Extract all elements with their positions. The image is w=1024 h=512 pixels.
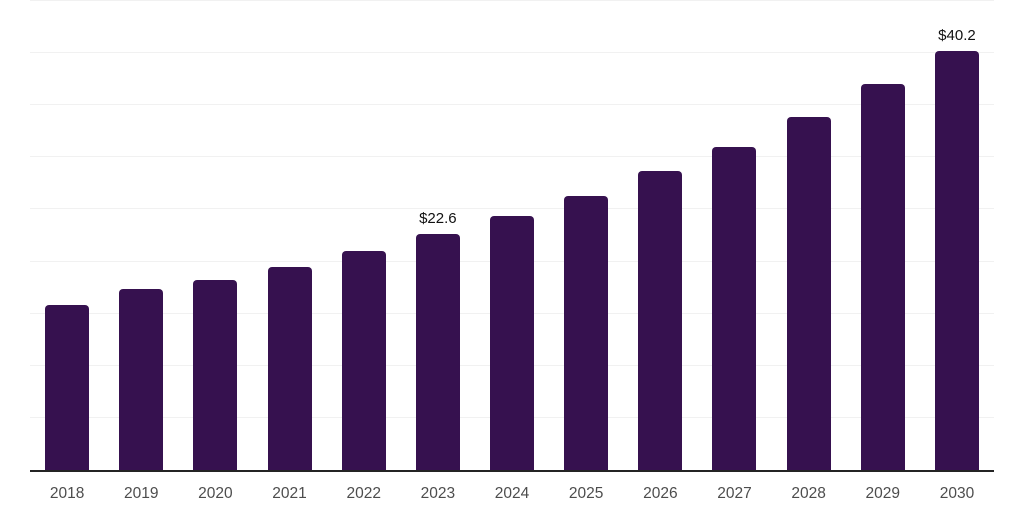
bar-slot-2028: [772, 1, 846, 470]
bar-2024: [490, 215, 535, 470]
x-tick-label-2022: 2022: [346, 485, 381, 502]
x-tick-label-2028: 2028: [791, 485, 826, 502]
gridline-30: [30, 156, 994, 158]
bar-slot-2019: [104, 1, 178, 470]
bar-slot-2024: [475, 1, 549, 470]
x-axis-labels: 2018 2019 2020 2021 2022 2023 2024 2025 2026 2027…: [30, 485, 994, 503]
gridline-25: [30, 208, 994, 210]
x-tick-label-2024: 2024: [494, 485, 530, 502]
x-tick-label-2019: 2019: [123, 485, 159, 502]
bar-2019: [119, 288, 164, 470]
x-tick-label-2020: 2020: [198, 485, 233, 502]
bar-2028: [786, 116, 831, 470]
bar-slot-2027: [697, 1, 771, 470]
bar-slot-2029: [846, 1, 920, 470]
x-tick-label-2027: 2027: [717, 485, 752, 502]
x-tick-label-2030: 2030: [939, 485, 975, 502]
x-tick-label-2029: 2029: [865, 485, 901, 502]
bar-2021: [267, 266, 312, 470]
bar-slot-2020: [178, 1, 252, 470]
bar-2022: [341, 251, 386, 470]
bars-container: $22.6 $40.2: [30, 1, 994, 470]
x-tick-label-2018: 2018: [49, 485, 85, 502]
bar-slot-2023: $22.6: [401, 1, 475, 470]
x-tick-label-2021: 2021: [272, 485, 307, 502]
gridline-40: [30, 52, 994, 54]
bar-2030: [934, 51, 979, 470]
bar-slot-2030: $40.2: [920, 1, 994, 470]
bar-2029: [860, 84, 905, 470]
x-tick-label-2023: 2023: [420, 485, 456, 502]
bar-slot-2021: [252, 1, 326, 470]
x-axis-line: [30, 470, 994, 472]
plot-area: $22.6 $40.2: [30, 0, 994, 470]
bar-2025: [564, 195, 609, 470]
bar-2026: [638, 170, 683, 470]
bar-slot-2022: [327, 1, 401, 470]
x-tick-label-2026: 2026: [643, 485, 678, 502]
bar-2023: [415, 234, 460, 470]
bar-2027: [712, 146, 757, 470]
bar-2020: [193, 280, 238, 470]
data-label-2023: $22.6: [419, 210, 457, 228]
bar-slot-2018: [30, 1, 104, 470]
gridline-35: [30, 104, 994, 106]
x-tick-label-2025: 2025: [568, 485, 604, 502]
gridline-45: [30, 0, 994, 1]
bar-slot-2026: [623, 1, 697, 470]
bar-slot-2025: [549, 1, 623, 470]
data-label-2030: $40.2: [938, 27, 976, 45]
bar-2018: [45, 305, 90, 470]
